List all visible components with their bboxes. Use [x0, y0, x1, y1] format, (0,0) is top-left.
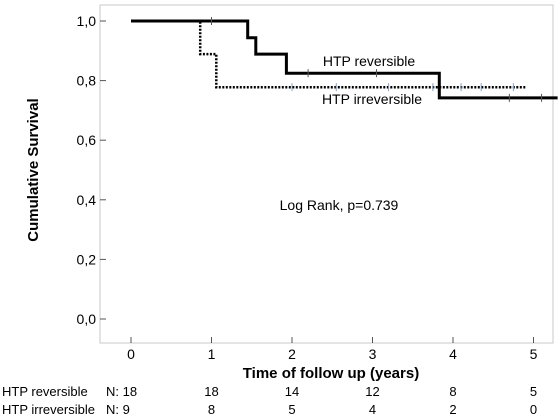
y-tick-label: 0,6: [77, 132, 97, 148]
risk-label-reversible: HTP reversible: [2, 384, 88, 399]
risk-count: 8: [449, 384, 456, 399]
log-rank-annotation: Log Rank, p=0.739: [280, 197, 399, 213]
series-line-reversible: [131, 19, 558, 100]
x-tick-label: 5: [530, 346, 538, 362]
y-tick-label: 0,8: [77, 73, 97, 89]
series-label-reversible: HTP reversible: [323, 53, 416, 69]
y-tick-label: 0,2: [77, 251, 97, 267]
axes: 0 1 2 3 4 5 0,0 0,2 0,4 0,6 0,8 1,0: [77, 13, 538, 362]
x-tick-label: 4: [449, 346, 457, 362]
risk-n-irreversible: N: 9: [106, 402, 130, 417]
risk-count: 8: [208, 402, 215, 417]
x-tick-label: 2: [288, 346, 296, 362]
series-layer: [131, 17, 558, 102]
x-tick-label: 0: [127, 346, 135, 362]
risk-count: 0: [530, 402, 537, 417]
y-tick-label: 1,0: [77, 13, 97, 29]
risk-count: 18: [204, 384, 218, 399]
x-tick-label: 3: [369, 346, 377, 362]
y-axis-title: Cumulative Survival: [25, 98, 42, 241]
risk-count: 4: [369, 402, 376, 417]
risk-count: 14: [285, 384, 299, 399]
risk-count: 5: [288, 402, 295, 417]
risk-count: 5: [530, 384, 537, 399]
risk-count: 12: [365, 384, 379, 399]
risk-n-reversible: N: 18: [106, 384, 137, 399]
risk-counts: 18 14 12 8 5 8 5 4 2 0: [204, 384, 537, 417]
y-tick-label: 0,0: [77, 311, 97, 327]
x-tick-label: 1: [208, 346, 216, 362]
y-tick-label: 0,4: [77, 192, 97, 208]
plot-frame: [99, 4, 554, 344]
x-axis-title: Time of follow up (years): [243, 365, 419, 382]
series-line-irreversible: [131, 19, 526, 89]
risk-label-irreversible: HTP irreversible: [2, 402, 95, 417]
risk-count: 2: [449, 402, 456, 417]
series-label-irreversible: HTP irreversible: [322, 91, 422, 107]
